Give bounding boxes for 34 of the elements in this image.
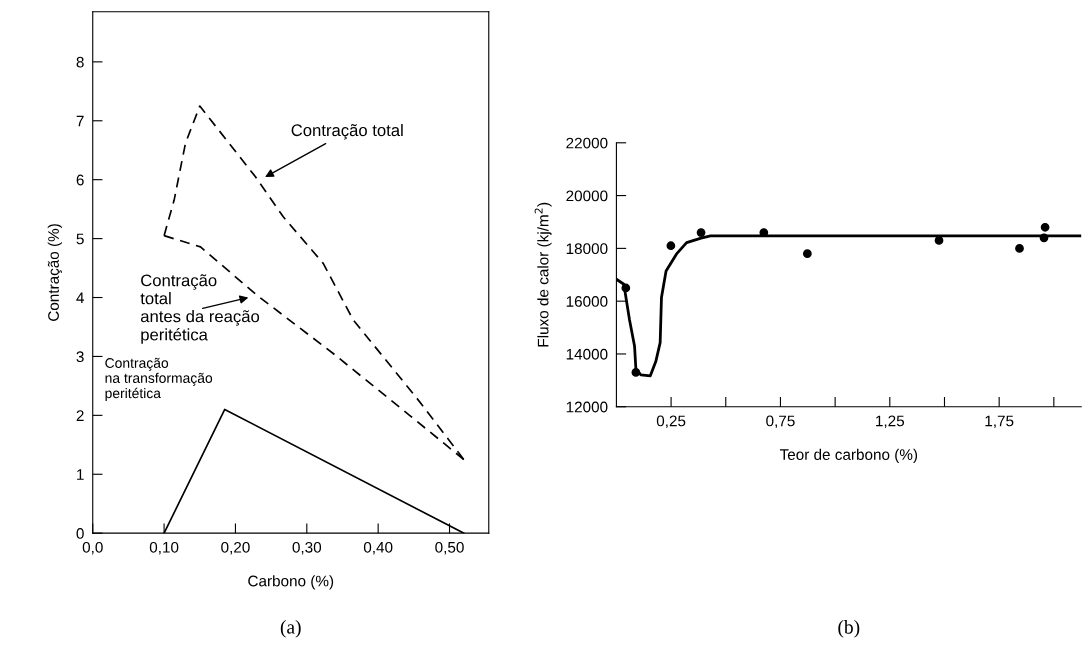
- x-tick-label: 0,25: [656, 415, 686, 429]
- text: (a): [280, 619, 301, 638]
- x-tick-label: 0,40: [363, 541, 393, 555]
- y-axis-title: Contração (%): [47, 224, 63, 321]
- x-tick-label: 0,50: [435, 541, 464, 555]
- annotation: Contração total: [291, 123, 403, 140]
- x-tick-label: 0,20: [221, 541, 250, 555]
- y-tick-label: 16000: [566, 296, 608, 307]
- y-tick-label: 8: [76, 56, 84, 68]
- x-tick-label: 0,30: [292, 541, 322, 555]
- x-axis-title: Carbono (%): [248, 575, 334, 590]
- x-tick-label: 0,75: [766, 415, 795, 429]
- y-tick-label: 18000: [566, 243, 608, 255]
- y-tick-label: 1: [77, 469, 84, 480]
- y-tick-label: 22000: [566, 137, 608, 149]
- y-tick-label: 7: [76, 115, 84, 127]
- x-tick-label: 1,25: [876, 415, 905, 429]
- y-tick-label: 6: [76, 174, 84, 186]
- y-tick-label: 3: [76, 351, 84, 363]
- y-tick-label: 20000: [566, 190, 608, 202]
- x-tick-label: 1,75: [985, 415, 1014, 429]
- annotation: Contração na transformação peritética: [105, 357, 213, 401]
- annotation: Contração total antes da reação peritética: [140, 274, 260, 344]
- y-tick-label: 12000: [566, 401, 608, 413]
- y-tick-label: 0: [76, 528, 84, 539]
- y-tick-label: 4: [76, 292, 84, 304]
- y-tick-label: 2: [76, 410, 84, 421]
- y-tick-label: 5: [76, 233, 84, 245]
- x-tick-label: 0,0: [82, 541, 103, 555]
- y-tick-label: 14000: [566, 348, 608, 360]
- text: (b): [838, 619, 860, 638]
- x-axis-title: Teor de carbono (%): [779, 448, 918, 464]
- x-tick-label: 0,10: [149, 541, 179, 555]
- y-axis-title: Fluxo de calor (kj/m$^{2}$): [534, 202, 552, 347]
